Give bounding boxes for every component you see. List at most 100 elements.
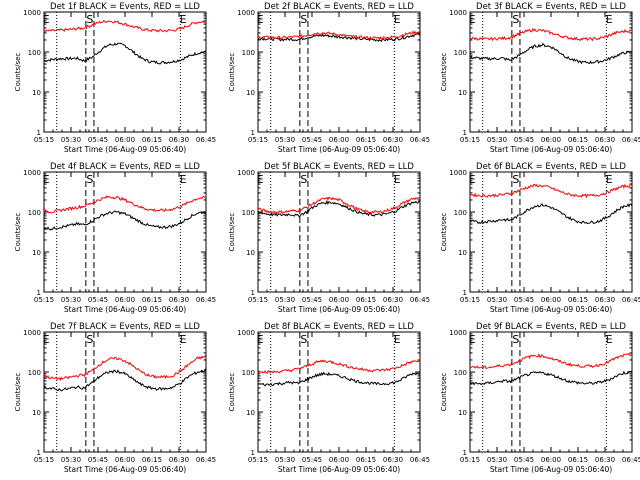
x-tick-label: 06:30 bbox=[595, 456, 615, 464]
y-axis-label: Counts/sec bbox=[440, 213, 448, 252]
y-tick-label: 10 bbox=[246, 249, 255, 257]
marker-label-S: S bbox=[512, 173, 519, 186]
x-tick-label: 05:45 bbox=[514, 296, 534, 304]
x-axis-label: Start Time (06-Aug-09 05:06:40) bbox=[278, 145, 400, 154]
x-tick-label: 06:15 bbox=[568, 136, 588, 144]
y-tick-label: 10 bbox=[458, 409, 467, 417]
x-tick-label: 06:15 bbox=[568, 456, 588, 464]
marker-label-E: E bbox=[180, 13, 187, 26]
x-tick-label: 05:45 bbox=[302, 296, 322, 304]
x-tick-label: 05:45 bbox=[88, 456, 108, 464]
panel-det-3: Det 3f BLACK = Events, RED = LLD 1 10 100 10… bbox=[440, 2, 640, 154]
panel-det-6: Det 6f BLACK = Events, RED = LLD 1 10 100 10… bbox=[440, 162, 640, 314]
x-tick-label: 05:15 bbox=[248, 456, 268, 464]
marker-label-S: S bbox=[86, 173, 93, 186]
y-tick-label: 1000 bbox=[23, 329, 41, 337]
y-tick-label: 100 bbox=[28, 369, 41, 377]
y-axis-label: Counts/sec bbox=[440, 373, 448, 412]
series-events bbox=[43, 210, 206, 231]
x-tick-label: 05:30 bbox=[275, 456, 295, 464]
x-tick-label: 05:45 bbox=[302, 456, 322, 464]
x-tick-label: 06:45 bbox=[196, 136, 216, 144]
series-lld bbox=[257, 196, 421, 215]
series-lld bbox=[470, 27, 633, 42]
marker-label-S: S bbox=[86, 13, 93, 26]
y-tick-label: 1000 bbox=[449, 9, 467, 17]
y-axis-label: Counts/sec bbox=[228, 373, 236, 412]
marker-label-E: E bbox=[257, 173, 264, 186]
panel-title: Det 8f BLACK = Events, RED = LLD bbox=[264, 322, 414, 332]
y-tick-label: 1000 bbox=[449, 329, 467, 337]
y-tick-label: 1 bbox=[251, 289, 255, 297]
marker-label-E: E bbox=[469, 13, 476, 26]
x-tick-label: 06:45 bbox=[622, 456, 640, 464]
y-tick-label: 10 bbox=[246, 409, 255, 417]
y-tick-label: 1 bbox=[463, 129, 467, 137]
y-tick-label: 100 bbox=[28, 209, 41, 217]
x-tick-label: 05:15 bbox=[460, 296, 480, 304]
x-tick-label: 06:15 bbox=[568, 296, 588, 304]
x-tick-label: 05:45 bbox=[514, 456, 534, 464]
marker-label-E: E bbox=[257, 13, 264, 26]
x-axis-label: Start Time (06-Aug-09 05:06:40) bbox=[64, 145, 186, 154]
marker-label-E: E bbox=[43, 13, 50, 26]
y-tick-label: 100 bbox=[454, 49, 467, 57]
panel-title: Det 1f BLACK = Events, RED = LLD bbox=[50, 2, 200, 12]
x-axis-label: Start Time (06-Aug-09 05:06:40) bbox=[278, 305, 400, 314]
x-tick-label: 06:15 bbox=[356, 456, 376, 464]
plot-frame bbox=[257, 11, 421, 133]
marker-label-E: E bbox=[394, 333, 401, 346]
marker-label-S: S bbox=[512, 333, 519, 346]
marker-label-S: S bbox=[300, 13, 307, 26]
y-tick-label: 10 bbox=[458, 89, 467, 97]
y-tick-label: 1 bbox=[37, 289, 41, 297]
marker-label-E: E bbox=[43, 333, 50, 346]
x-tick-label: 06:45 bbox=[622, 136, 640, 144]
x-tick-label: 05:15 bbox=[248, 296, 268, 304]
marker-label-E: E bbox=[606, 173, 613, 186]
x-tick-label: 06:00 bbox=[541, 456, 561, 464]
marker-label-E: E bbox=[394, 173, 401, 186]
y-tick-label: 1000 bbox=[237, 169, 255, 177]
series-lld bbox=[257, 359, 421, 375]
marker-label-S: S bbox=[300, 333, 307, 346]
x-axis-label: Start Time (06-Aug-09 05:06:40) bbox=[64, 305, 186, 314]
y-tick-label: 1 bbox=[251, 129, 255, 137]
x-tick-label: 05:30 bbox=[487, 296, 507, 304]
x-tick-label: 06:30 bbox=[595, 136, 615, 144]
x-tick-label: 06:00 bbox=[541, 136, 561, 144]
x-tick-label: 06:30 bbox=[383, 296, 403, 304]
plot-frame bbox=[257, 331, 421, 453]
x-tick-label: 05:15 bbox=[34, 296, 54, 304]
y-axis-label: Counts/sec bbox=[440, 53, 448, 92]
y-tick-label: 100 bbox=[454, 369, 467, 377]
x-tick-label: 06:15 bbox=[142, 136, 162, 144]
x-tick-label: 06:00 bbox=[541, 296, 561, 304]
marker-label-E: E bbox=[606, 13, 613, 26]
y-tick-label: 10 bbox=[32, 89, 41, 97]
y-axis-label: Counts/sec bbox=[14, 213, 22, 252]
x-tick-label: 05:30 bbox=[275, 296, 295, 304]
x-tick-label: 05:45 bbox=[88, 136, 108, 144]
y-tick-label: 1 bbox=[37, 129, 41, 137]
x-tick-label: 06:30 bbox=[169, 456, 189, 464]
x-tick-label: 06:45 bbox=[622, 296, 640, 304]
y-tick-label: 1000 bbox=[237, 329, 255, 337]
y-tick-label: 1000 bbox=[237, 9, 255, 17]
panel-title: Det 4f BLACK = Events, RED = LLD bbox=[50, 162, 200, 172]
x-tick-label: 05:30 bbox=[61, 456, 81, 464]
x-tick-label: 05:30 bbox=[487, 136, 507, 144]
marker-label-S: S bbox=[300, 173, 307, 186]
series-events bbox=[257, 199, 421, 218]
series-lld bbox=[258, 30, 421, 41]
plot-frame bbox=[43, 331, 207, 453]
y-tick-label: 10 bbox=[32, 249, 41, 257]
panel-det-2: Det 2f BLACK = Events, RED = LLD 1 10 100 10… bbox=[228, 2, 430, 154]
panel-title: Det 2f BLACK = Events, RED = LLD bbox=[264, 2, 414, 12]
marker-label-E: E bbox=[469, 333, 476, 346]
x-tick-label: 06:45 bbox=[410, 296, 430, 304]
x-tick-label: 06:30 bbox=[383, 456, 403, 464]
y-tick-label: 100 bbox=[28, 49, 41, 57]
x-tick-label: 06:00 bbox=[115, 296, 135, 304]
